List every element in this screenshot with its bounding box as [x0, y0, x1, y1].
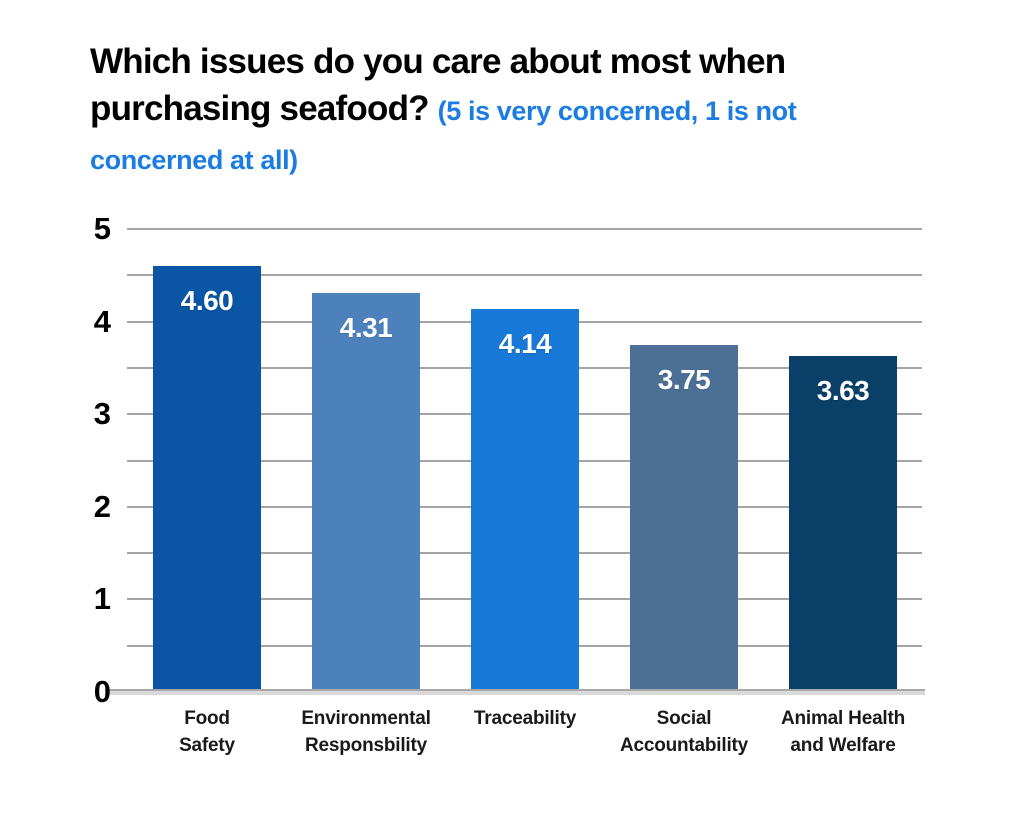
bar — [630, 345, 738, 689]
title-line1-text: Which issues do you care about most when — [90, 42, 786, 81]
gridline — [127, 228, 922, 230]
bar-value-label: 4.14 — [498, 328, 552, 359]
gridline — [127, 274, 922, 276]
bar-value-label: 3.63 — [816, 375, 870, 406]
bar-value-label: 4.31 — [339, 312, 393, 343]
bar-value-label: 4.60 — [180, 285, 234, 316]
y-axis-tick-label: 2 — [93, 489, 111, 524]
y-axis-tick-label: 0 — [93, 674, 111, 709]
title-line2-black-text: purchasing seafood? — [90, 89, 430, 128]
bar — [153, 266, 261, 689]
x-axis-label: Social Accountability — [619, 708, 749, 756]
bar — [312, 293, 420, 689]
x-axis-label: Food Safety — [179, 708, 235, 756]
bar — [789, 356, 897, 689]
chart-title: Which issues do you care about most when… — [90, 38, 980, 177]
title-line1: Which issues do you care about most when — [90, 38, 980, 85]
y-axis-tick-label: 5 — [93, 211, 111, 246]
bar — [471, 309, 579, 689]
x-axis-line — [105, 689, 925, 695]
bar-value-label: 3.75 — [657, 364, 711, 395]
x-axis-label: Traceability — [473, 708, 577, 729]
x-axis-label: Environmental Responsbility — [301, 708, 431, 756]
y-axis-tick-label: 1 — [93, 581, 111, 616]
title-subtitle-part2: concerned at all) — [90, 145, 298, 175]
x-axis-label: Animal Health and Welfare — [780, 708, 906, 756]
title-line2: purchasing seafood? (5 is very concerned… — [90, 85, 980, 135]
y-axis-tick-label: 4 — [93, 304, 111, 339]
y-axis-tick-label: 3 — [93, 396, 111, 431]
title-subtitle-part1: (5 is very concerned, 1 is not — [437, 96, 797, 126]
